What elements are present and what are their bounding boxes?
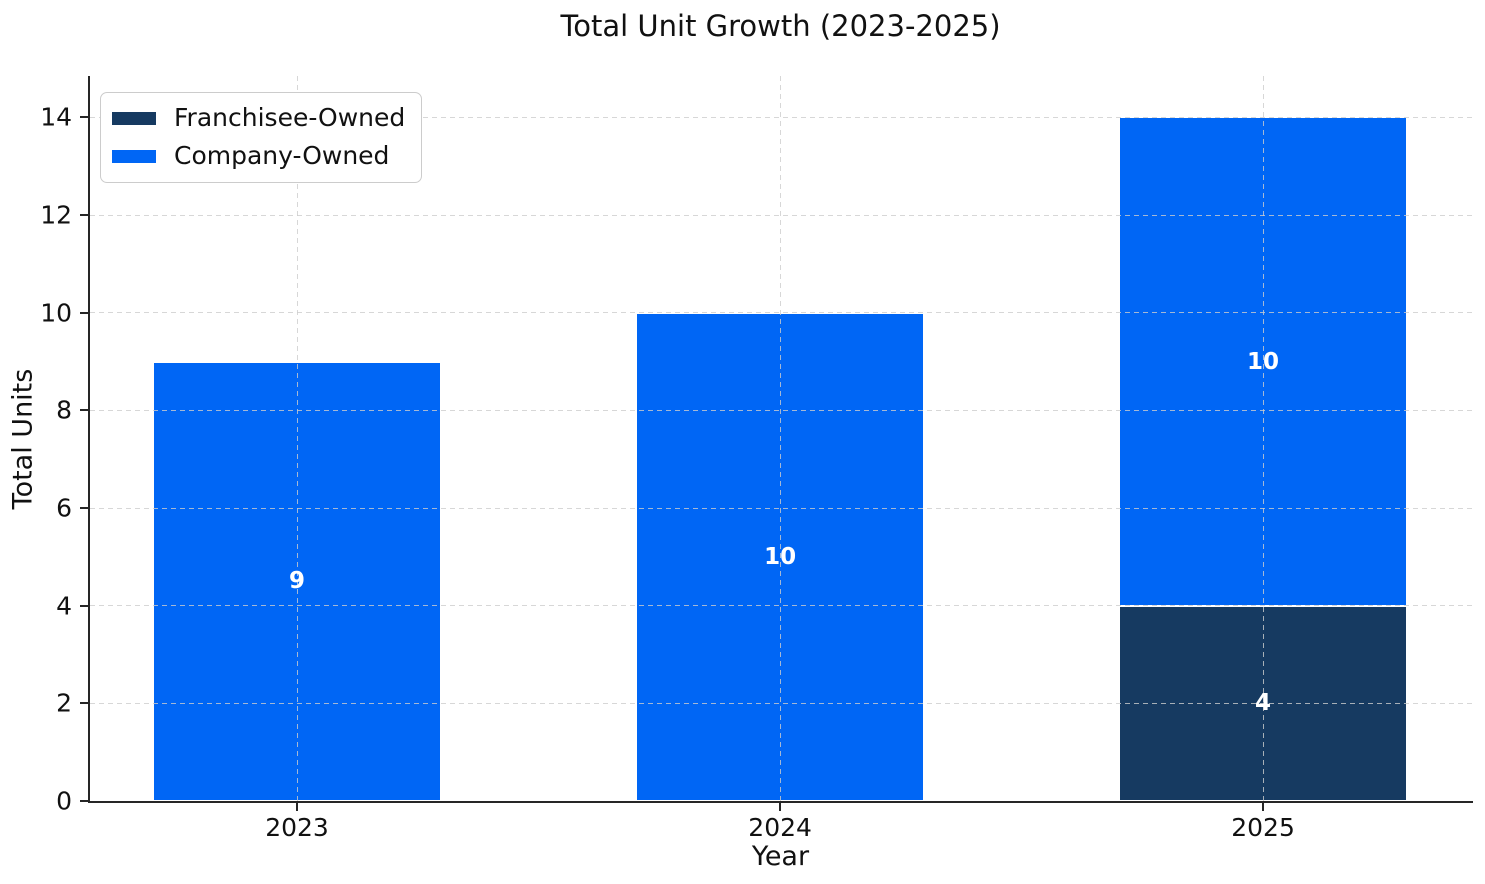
legend-entry-label: Franchisee-Owned: [174, 103, 406, 132]
bar-value-label: 10: [1247, 348, 1280, 375]
legend-entry-label: Company-Owned: [174, 140, 390, 170]
y-tick-label: 10: [40, 298, 72, 328]
y-tick-label: 8: [56, 395, 72, 425]
legend-color-swatch: [112, 149, 156, 163]
x-tick-label: 2023: [265, 813, 329, 842]
legend: Franchisee-Owned Company-Owned: [100, 92, 423, 183]
legend-color-swatch: [112, 111, 156, 125]
bar-value-label: 10: [764, 543, 797, 570]
y-tick-mark: [80, 604, 88, 607]
y-tick-label: 6: [56, 493, 72, 523]
y-tick-label: 12: [40, 200, 72, 230]
x-tick-label: 2024: [748, 813, 812, 842]
x-tick-mark: [296, 803, 299, 811]
y-tick-label: 0: [56, 786, 72, 816]
x-axis-label: Year: [751, 841, 810, 872]
y-axis-label: Total Units: [7, 368, 39, 510]
y-tick-mark: [80, 116, 88, 119]
legend-entry: Franchisee-Owned: [112, 103, 406, 133]
y-tick-mark: [80, 214, 88, 217]
y-tick-label: 4: [56, 591, 72, 621]
y-tick-mark: [80, 800, 88, 802]
y-tick-label: 2: [56, 688, 72, 718]
y-tick-label: 14: [40, 102, 72, 132]
bar-value-label: 4: [1255, 690, 1272, 717]
y-tick-mark: [80, 507, 88, 510]
chart-title: Total Unit Growth (2023-2025): [560, 9, 1001, 43]
y-tick-mark: [80, 311, 88, 314]
x-tick-mark: [1262, 803, 1265, 811]
legend-entry: Company-Owned: [112, 140, 405, 171]
plot-area: Franchisee-Owned Company-Owned 9 10 4 10 0 2 4 6…: [40, 76, 1473, 840]
x-tick-label: 2025: [1231, 813, 1295, 842]
y-tick-mark: [80, 409, 88, 412]
x-tick-mark: [779, 803, 782, 811]
y-tick-mark: [80, 702, 88, 705]
bar-value-label: 9: [289, 568, 306, 595]
